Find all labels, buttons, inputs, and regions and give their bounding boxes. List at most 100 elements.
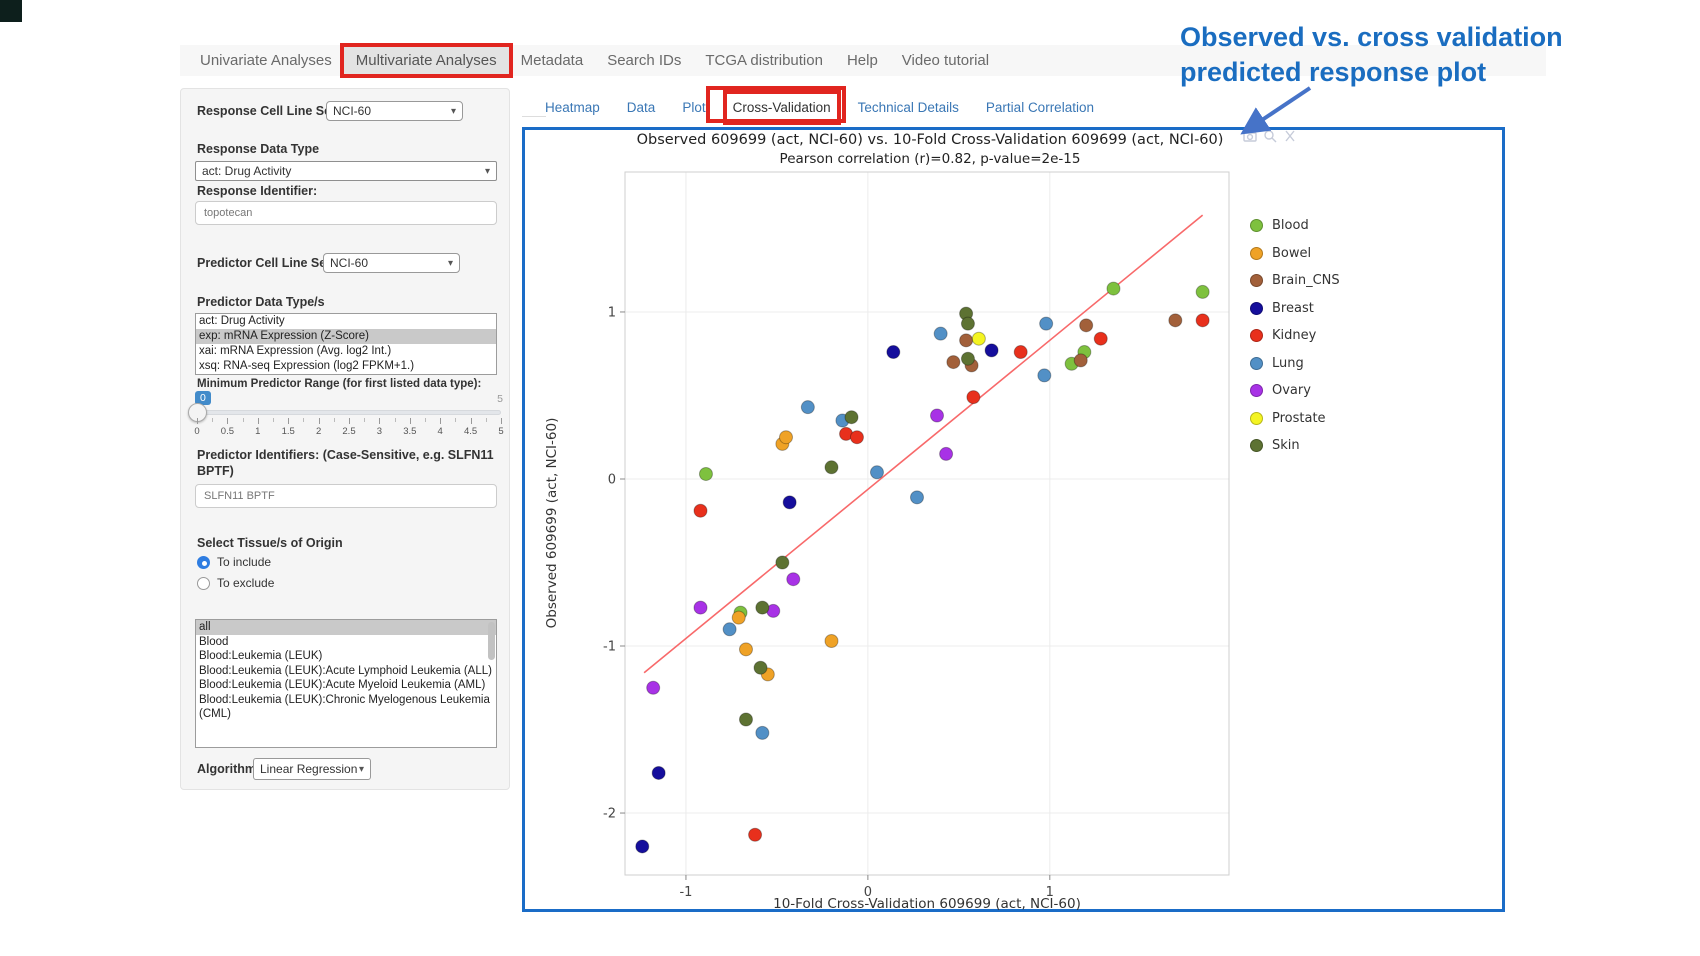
tissue-listbox[interactable]: all Blood Blood:Leukemia (LEUK) Blood:Leuke… [195,619,497,748]
nav-item-multivariate-analyses[interactable]: Multivariate Analyses [339,43,513,78]
predictor-data-types-listbox[interactable]: act: Drug Activity exp: mRNA Expression (… [195,313,497,375]
data-point-kidney[interactable] [748,827,763,842]
data-point-lung[interactable] [1037,368,1052,383]
chevron-down-icon: ▾ [358,763,364,775]
nav-item-help[interactable]: Help [846,52,878,69]
tab-technical-details[interactable]: Technical Details [857,99,959,115]
legend-item-bowel[interactable]: Bowel [1250,240,1340,268]
nav-item-video-tutorial[interactable]: Video tutorial [901,52,990,69]
data-point-lung[interactable] [909,490,924,505]
slider-track[interactable] [197,410,501,415]
tab-plot[interactable]: Plot [682,99,706,115]
data-point-kidney[interactable] [1093,331,1108,346]
tissue-option[interactable]: Blood:Leukemia (LEUK):Acute Myeloid Leuk… [199,679,486,691]
data-point-ovary[interactable] [646,680,661,695]
predictor-data-type-option[interactable]: xsq: RNA-seq Expression (log2 FPKM+1.) [199,360,415,372]
legend-item-kidney[interactable]: Kidney [1250,322,1340,350]
x-tick-label: 1 [1046,885,1054,900]
data-point-kidney[interactable] [849,430,864,445]
min-predictor-range-slider[interactable]: 0 5 0 0.5 1 1.5 2 2.5 3 3.5 4 4.5 5 [188,391,504,439]
data-point-skin[interactable] [960,316,975,331]
legend-item-ovary[interactable]: Ovary [1250,377,1340,405]
data-point-blood[interactable] [698,466,713,481]
tissue-option[interactable]: Blood [199,635,229,648]
legend-item-skin[interactable]: Skin [1250,432,1340,460]
data-point-kidney[interactable] [1195,313,1210,328]
data-point-brain_cns[interactable] [959,333,974,348]
nav-item-univariate-analyses[interactable]: Univariate Analyses [200,52,332,69]
data-point-prostate[interactable] [971,331,986,346]
tab-cross-validation[interactable]: Cross-Validation [722,89,841,125]
data-point-lung[interactable] [755,725,770,740]
tissue-option[interactable]: all [196,620,496,635]
scrollbar-thumb[interactable] [488,622,495,660]
data-point-bowel[interactable] [779,430,794,445]
data-point-ovary[interactable] [693,600,708,615]
slider-tick-label: 1 [255,426,261,437]
plot-subtitle: Pearson correlation (r)=0.82, p-value=2e… [779,151,1081,167]
data-point-blood[interactable] [1195,284,1210,299]
data-point-kidney[interactable] [966,390,981,405]
response-data-type-select[interactable]: act: Drug Activity ▾ [195,161,497,181]
predictor-data-type-option[interactable]: xai: mRNA Expression (Avg. log2 Int.) [199,345,392,357]
data-point-skin[interactable] [753,660,768,675]
data-point-breast[interactable] [886,345,901,360]
close-icon[interactable] [1285,130,1295,142]
legend-item-brain_cns[interactable]: Brain_CNS [1250,267,1340,295]
data-point-skin[interactable] [960,351,975,366]
legend-item-blood[interactable]: Blood [1250,212,1340,240]
legend-item-breast[interactable]: Breast [1250,295,1340,323]
tab-data[interactable]: Data [626,99,656,115]
legend-item-prostate[interactable]: Prostate [1250,405,1340,433]
data-point-kidney[interactable] [693,503,708,518]
data-point-breast[interactable] [651,765,666,780]
data-point-skin[interactable] [738,712,753,727]
data-point-breast[interactable] [782,495,797,510]
legend-item-lung[interactable]: Lung [1250,350,1340,378]
tissue-include-radio[interactable]: To include [197,555,271,569]
predictor-data-type-option[interactable]: exp: mRNA Expression (Z-Score) [196,329,496,344]
data-point-lung[interactable] [722,622,737,637]
legend-dot-icon [1250,329,1263,343]
data-point-blood[interactable] [1106,281,1121,296]
data-point-brain_cns[interactable] [1079,318,1094,333]
tab-heatmap[interactable]: Heatmap [545,99,600,115]
data-point-kidney[interactable] [1013,345,1028,360]
response-identifier-input[interactable] [195,201,497,225]
data-point-ovary[interactable] [939,446,954,461]
tissue-exclude-radio[interactable]: To exclude [197,576,274,590]
predictor-identifiers-input[interactable] [195,484,497,508]
data-point-lung[interactable] [800,400,815,415]
data-point-breast[interactable] [984,343,999,358]
data-point-skin[interactable] [824,460,839,475]
predictor-cell-line-set-select[interactable]: NCI-60 ▾ [323,253,460,273]
data-point-brain_cns[interactable] [946,355,961,370]
data-point-skin[interactable] [775,555,790,570]
nav-item-tcga-distribution[interactable]: TCGA distribution [705,52,823,69]
data-point-bowel[interactable] [824,634,839,649]
tissue-option[interactable]: Blood:Leukemia (LEUK):Chronic Myelogenou… [199,693,490,721]
data-point-brain_cns[interactable] [1168,313,1183,328]
data-point-brain_cns[interactable] [1073,353,1088,368]
data-point-bowel[interactable] [738,642,753,657]
data-point-skin[interactable] [755,600,770,615]
tab-partial-correlation[interactable]: Partial Correlation [985,99,1094,115]
algorithm-select[interactable]: Linear Regression ▾ [253,758,371,780]
slider-tick [303,418,305,422]
nav-item-metadata[interactable]: Metadata [520,52,584,69]
data-point-lung[interactable] [1039,316,1054,331]
tissue-option[interactable]: Blood:Leukemia (LEUK):Acute Lymphoid Leu… [199,664,492,677]
data-point-bowel[interactable] [731,610,746,625]
data-point-ovary[interactable] [786,572,801,587]
slider-tick [440,418,442,424]
annotation-line1: Observed vs. cross validation [1180,22,1563,52]
predictor-data-type-option[interactable]: act: Drug Activity [199,315,285,327]
data-point-lung[interactable] [933,326,948,341]
data-point-breast[interactable] [635,839,650,854]
data-point-ovary[interactable] [930,408,945,423]
tissue-option[interactable]: Blood:Leukemia (LEUK) [199,650,323,662]
data-point-skin[interactable] [844,410,859,425]
data-point-lung[interactable] [869,465,884,480]
nav-item-search-ids[interactable]: Search IDs [607,52,682,69]
response-cell-line-set-select[interactable]: NCI-60 ▾ [326,101,463,121]
